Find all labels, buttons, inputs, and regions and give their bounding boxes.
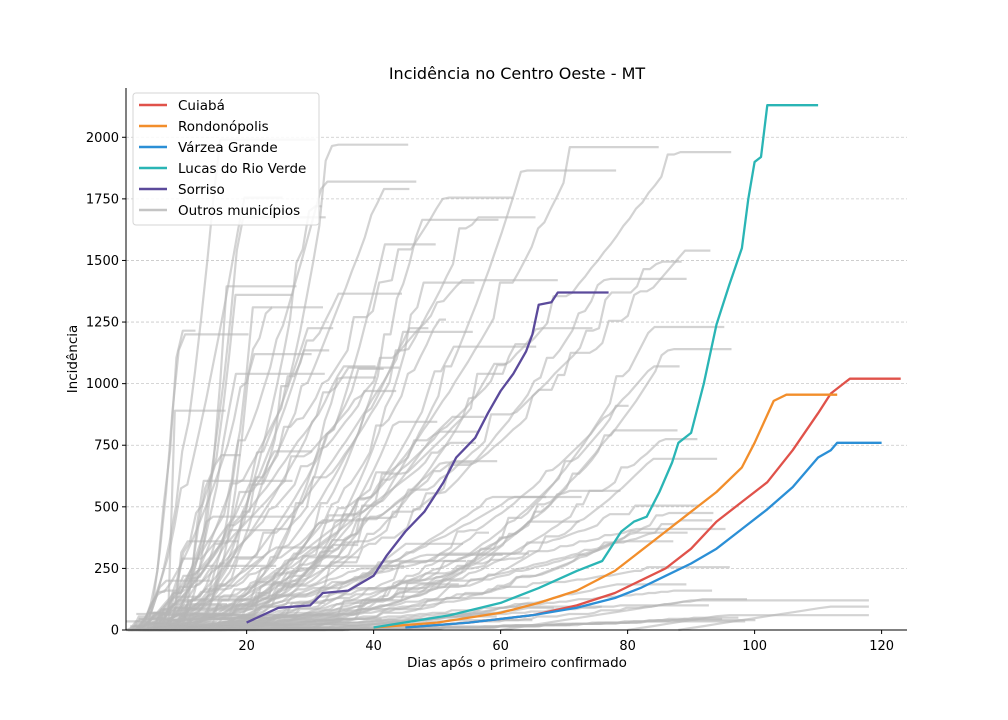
- axes: [125, 88, 907, 631]
- other-municipality-line: [125, 366, 400, 632]
- other-municipality-line: [167, 260, 682, 632]
- x-axis-ticks: 20 40 60 80 100 120: [238, 630, 894, 654]
- x-tick-label: 60: [492, 639, 509, 654]
- y-tick-label: 250: [94, 562, 119, 577]
- series-line-2: [405, 441, 882, 629]
- other-municipality-line: [156, 454, 241, 631]
- other-municipality-line: [162, 429, 678, 631]
- x-tick-label: 100: [742, 639, 767, 654]
- other-municipality-line: [128, 450, 313, 632]
- y-tick-label: 1500: [86, 254, 119, 269]
- other-municipality-line: [162, 540, 239, 629]
- y-axis-label: Incidência: [65, 325, 81, 394]
- legend-label: Outros municípios: [178, 203, 300, 219]
- y-tick-label: 0: [111, 624, 119, 639]
- other-municipality-line: [161, 409, 226, 631]
- y-tick-label: 750: [94, 439, 119, 454]
- series-line-4: [246, 291, 609, 624]
- other-municipality-line: [140, 365, 376, 632]
- x-tick-label: 120: [869, 639, 894, 654]
- legend-label: Lucas do Rio Verde: [178, 161, 306, 177]
- other-municipality-line: [134, 415, 485, 631]
- other-municipality-line: [627, 614, 869, 632]
- series-line-1: [373, 393, 838, 629]
- other-municipality-line: [173, 430, 479, 632]
- other-municipality-line: [167, 187, 410, 631]
- chart-title: Incidência no Centro Oeste - MT: [389, 64, 646, 83]
- x-tick-label: 80: [619, 639, 636, 654]
- legend-label: Sorriso: [178, 182, 225, 198]
- series-line-3: [373, 104, 819, 629]
- legend-box: [132, 92, 320, 226]
- other-municipality-line: [147, 327, 593, 632]
- other-municipality-line: [500, 599, 869, 632]
- x-tick-label: 20: [238, 639, 255, 654]
- other-municipality-line: [138, 249, 711, 621]
- other-municipality-line: [168, 327, 429, 628]
- y-axis-ticks: 0 250 500 750 1000 1250 1500 1750 2000: [86, 131, 126, 639]
- y-tick-label: 1750: [86, 192, 119, 207]
- y-tick-label: 500: [94, 500, 119, 515]
- x-axis-label: Dias após o primeiro confirmado: [407, 655, 627, 671]
- legend-label: Rondonópolis: [178, 119, 269, 135]
- y-tick-label: 1000: [86, 377, 119, 392]
- y-tick-label: 2000: [86, 131, 119, 146]
- y-tick-label: 1250: [86, 316, 119, 331]
- other-municipality-line: [158, 441, 476, 622]
- x-tick-label: 40: [365, 639, 382, 654]
- highlighted-series-lines: [246, 104, 901, 629]
- other-municipality-line: [146, 293, 293, 614]
- other-municipality-line: [141, 216, 536, 631]
- other-municipality-line: [141, 531, 688, 627]
- legend-label: Cuiabá: [178, 98, 225, 114]
- other-municipality-line: [144, 489, 621, 632]
- other-municipality-line: [148, 292, 402, 614]
- legend-label: Várzea Grande: [178, 140, 278, 156]
- other-municipality-line: [160, 612, 472, 632]
- legend: Cuiabá Rondonópolis Várzea Grande Lucas do …: [132, 92, 320, 226]
- series-line-0: [405, 377, 901, 629]
